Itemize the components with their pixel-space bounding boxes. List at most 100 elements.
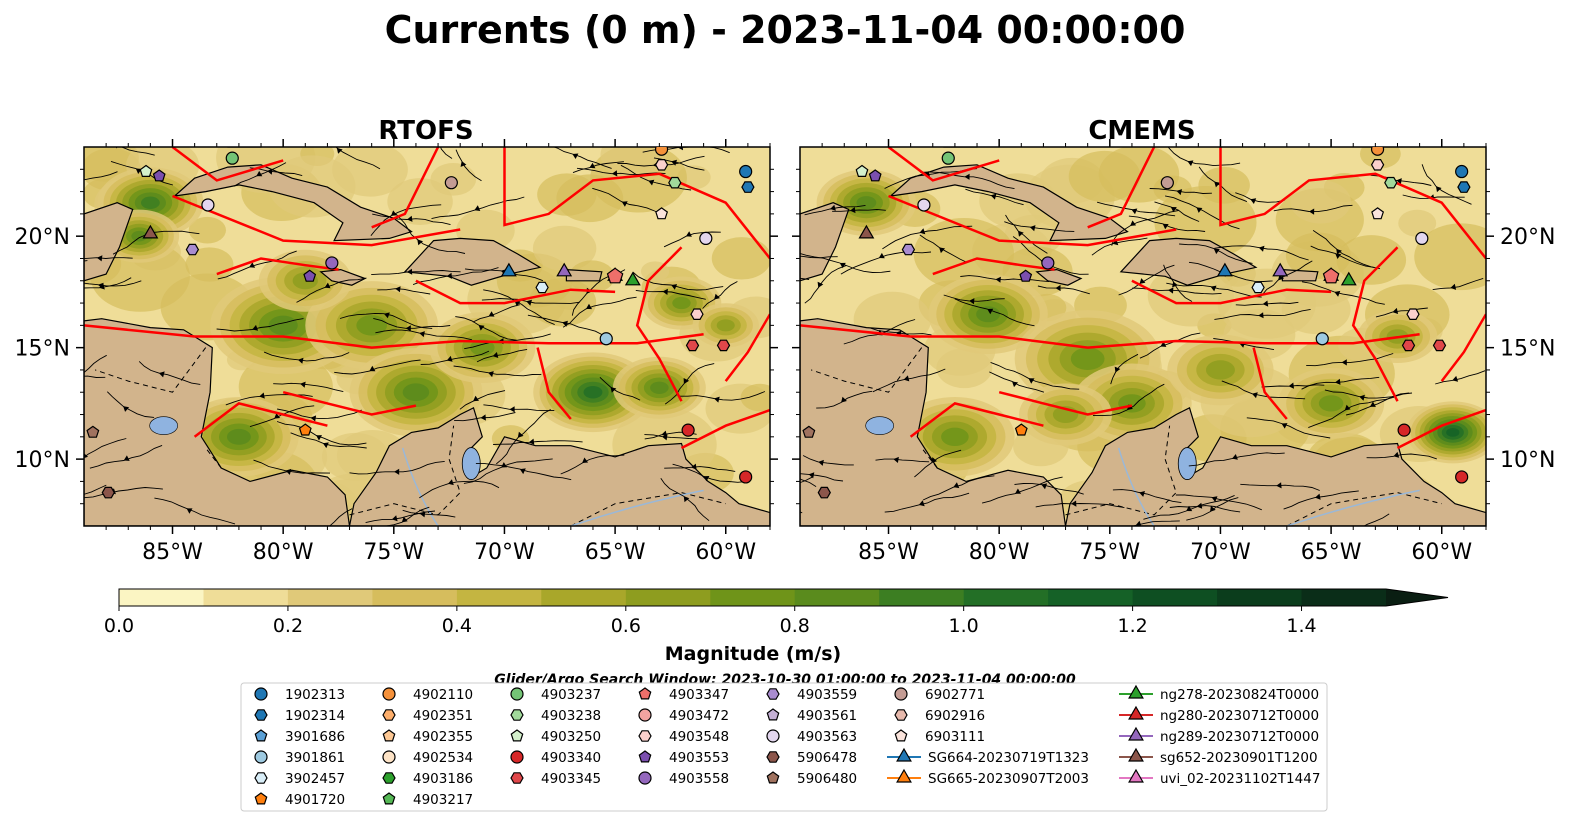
- colorbar-segment: [372, 589, 458, 606]
- legend-entry: 3901861: [254, 750, 345, 766]
- glider-ng278-20230824T0000: [1340, 271, 1357, 286]
- marker-4903345: [716, 339, 731, 352]
- marker-3902457: [535, 281, 549, 294]
- marker-6902771: [1160, 176, 1174, 190]
- legend-marker: [638, 708, 652, 722]
- legend-label: uvi_02-20231102T1447: [1160, 771, 1320, 787]
- legend-label: SG665-20230907T2003: [928, 771, 1089, 787]
- legend-label: 3901686: [285, 729, 345, 745]
- legend-entry: ng278-20230824T0000: [1119, 684, 1319, 703]
- legend-label: 3901861: [285, 750, 345, 766]
- panel-title-rtofs: RTOFS: [378, 116, 473, 146]
- legend-marker: [254, 750, 268, 764]
- legend-marker: [638, 687, 652, 700]
- legend-entry: 4902534: [382, 750, 473, 766]
- legend-marker: [382, 687, 396, 701]
- legend-entry: 4903561: [766, 708, 857, 724]
- marker-4903559: [185, 243, 200, 256]
- legend-label: 4903186: [413, 771, 473, 787]
- lat-tick-label: 10°N: [1500, 448, 1555, 473]
- marker-4903340: [1397, 423, 1411, 437]
- lon-tick-label: 60°W: [695, 540, 756, 565]
- legend-label: 1902314: [285, 708, 345, 724]
- lon-tick-label: 80°W: [969, 540, 1030, 565]
- glider-4903347: [1322, 267, 1340, 284]
- marker-1902314: [741, 181, 755, 193]
- marker-4903237: [225, 151, 239, 165]
- legend-label: 4903558: [669, 771, 729, 787]
- marker-4903553: [868, 169, 882, 182]
- legend-entry: 4903217: [382, 792, 473, 808]
- legend-entry: 6902916: [894, 708, 985, 724]
- colorbar-segment: [1048, 589, 1134, 606]
- legend-marker: [894, 729, 908, 742]
- legend-marker: [254, 709, 268, 721]
- colorbar-segment: [287, 589, 373, 606]
- legend-entry: 3902457: [254, 771, 345, 787]
- marker-4903548: [1406, 308, 1420, 320]
- marker-4903553: [152, 169, 166, 182]
- colorbar-segment: [794, 589, 880, 606]
- eez-boundaries: [800, 147, 1486, 450]
- legend-entry: 4903472: [638, 708, 729, 724]
- legend-entry: 4903250: [510, 729, 601, 745]
- marker-4903558: [1041, 256, 1055, 270]
- lat-tick-label: 15°N: [15, 337, 70, 362]
- legend-marker: [510, 709, 524, 721]
- marker-4903548: [1370, 159, 1385, 171]
- colorbar-segment: [541, 589, 627, 606]
- legend: 1902313 1902314 3901686 3901861 3902457 49017…: [254, 684, 1320, 808]
- legend-marker: [254, 687, 268, 701]
- colorbar-extend-arrow: [1386, 589, 1448, 606]
- legend-label: ng289-20230712T0000: [1160, 729, 1319, 745]
- figure-title: Currents (0 m) - 2023-11-04 00:00:00: [385, 8, 1186, 52]
- legend-entry: ng289-20230712T0000: [1119, 726, 1319, 745]
- lon-tick-label: 80°W: [253, 540, 314, 565]
- legend-entry: 4903548: [638, 729, 729, 745]
- legend-marker: [766, 688, 780, 700]
- colorbar-label: Magnitude (m/s): [665, 643, 842, 665]
- legend-entry: 5906480: [766, 771, 857, 787]
- legend-label: 4903345: [541, 771, 601, 787]
- colorbar-segment: [119, 589, 205, 606]
- marker-3901861: [1315, 332, 1329, 346]
- legend-label: 4903563: [797, 729, 857, 745]
- legend-marker: [1128, 768, 1144, 783]
- colorbar-tick-label: 0.0: [104, 615, 134, 637]
- marker-5906480: [86, 425, 100, 438]
- map-frame-cmems: [799, 146, 1487, 527]
- marker-4903563: [917, 198, 931, 212]
- legend-label: 6903111: [925, 729, 985, 745]
- lon-tick-label: 70°W: [1190, 540, 1251, 565]
- legend-label: 4901720: [285, 792, 345, 808]
- legend-marker: [382, 750, 396, 764]
- legend-label: 4902351: [413, 708, 473, 724]
- legend-label: 4903561: [797, 708, 857, 724]
- lat-tick-label: 20°N: [1500, 225, 1555, 250]
- legend-entry: 4902110: [382, 687, 473, 703]
- marker-4903345: [1401, 339, 1416, 352]
- legend-marker: [896, 768, 912, 783]
- marker-4901720: [298, 423, 312, 436]
- marker-5906480: [802, 425, 816, 438]
- legend-label: 4903340: [541, 750, 601, 766]
- colorbar-segment: [456, 589, 542, 606]
- legend-entry: 5906478: [766, 750, 857, 766]
- legend-marker: [1128, 684, 1144, 699]
- eez-boundaries: [84, 147, 770, 450]
- legend-marker: [1128, 705, 1144, 720]
- glider-SG664-20230719T1323: [1216, 262, 1233, 277]
- legend-entry: 4903347: [638, 687, 729, 703]
- legend-marker: [254, 772, 268, 784]
- legend-label: 4902110: [413, 687, 473, 703]
- colorbar-segment: [625, 589, 711, 606]
- colorbar-segment: [963, 589, 1049, 606]
- marker-3902457: [1251, 281, 1265, 294]
- legend-entry: 4902351: [382, 708, 473, 724]
- legend-marker: [382, 772, 396, 784]
- colorbar-segment: [1217, 589, 1303, 606]
- legend-marker: [1128, 747, 1144, 762]
- marker-6902771: [444, 176, 458, 190]
- marker-4903340: [1455, 470, 1469, 484]
